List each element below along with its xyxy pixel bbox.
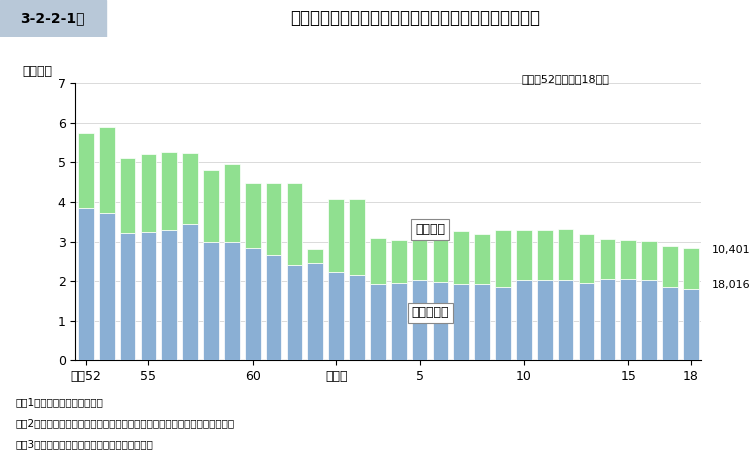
Bar xyxy=(578,234,594,283)
Bar xyxy=(0,0,106,37)
Bar xyxy=(599,239,615,279)
Bar xyxy=(578,283,594,360)
Bar xyxy=(621,279,636,360)
Bar xyxy=(287,182,302,265)
Bar xyxy=(683,248,699,289)
Bar xyxy=(641,280,657,360)
Text: 暴力団構成員等の一般刑法犯・特別法犯検挙人員の推移: 暴力団構成員等の一般刑法犯・特別法犯検挙人員の推移 xyxy=(290,10,540,27)
Bar xyxy=(683,289,699,360)
Text: 18,016: 18,016 xyxy=(712,280,750,290)
Bar xyxy=(120,233,136,360)
Bar xyxy=(265,183,281,255)
Bar xyxy=(391,283,406,360)
Bar xyxy=(349,275,365,360)
Bar xyxy=(474,234,490,284)
Bar xyxy=(78,133,93,208)
Bar xyxy=(516,280,532,360)
Bar xyxy=(245,183,261,248)
Bar xyxy=(537,230,553,280)
Bar xyxy=(120,158,136,233)
Text: 10,401: 10,401 xyxy=(712,245,750,255)
Bar xyxy=(308,263,323,360)
Y-axis label: （万人）: （万人） xyxy=(23,65,53,78)
Bar xyxy=(453,231,469,284)
Bar xyxy=(453,284,469,360)
Bar xyxy=(182,224,198,360)
Bar xyxy=(265,255,281,360)
Bar xyxy=(224,242,240,360)
Bar xyxy=(308,249,323,263)
Bar xyxy=(495,230,511,287)
Bar xyxy=(370,237,386,284)
Bar xyxy=(412,230,428,280)
Bar xyxy=(621,240,636,279)
Bar xyxy=(558,280,574,360)
Bar xyxy=(641,241,657,280)
Bar xyxy=(662,245,678,287)
Bar xyxy=(203,243,219,360)
Text: 3-2-2-1図: 3-2-2-1図 xyxy=(20,12,85,25)
Text: 3　「特別法犯」は，交通法令違反を除く。: 3 「特別法犯」は，交通法令違反を除く。 xyxy=(15,439,153,449)
Bar xyxy=(495,287,511,360)
Bar xyxy=(537,280,553,360)
Text: 注　1　警察庁の統計による。: 注 1 警察庁の統計による。 xyxy=(15,397,103,407)
Bar xyxy=(224,164,240,242)
Text: （昭和52年～平成18年）: （昭和52年～平成18年） xyxy=(522,74,609,84)
Bar xyxy=(78,208,93,360)
Bar xyxy=(328,199,344,273)
Bar xyxy=(474,284,490,360)
Bar xyxy=(433,229,449,282)
Bar xyxy=(433,282,449,360)
Bar xyxy=(140,231,156,360)
Bar xyxy=(662,287,678,360)
Bar xyxy=(370,284,386,360)
Bar xyxy=(516,230,532,280)
Text: 特別法犯: 特別法犯 xyxy=(415,223,445,236)
Bar xyxy=(558,229,574,280)
Bar xyxy=(245,248,261,360)
Bar xyxy=(412,280,428,360)
Bar xyxy=(328,273,344,360)
Text: 一般刑法犯: 一般刑法犯 xyxy=(411,306,449,319)
Text: 2　「一般刑法犯」は，道路上の交通事故に係る危険運転致死傷を除く。: 2 「一般刑法犯」は，道路上の交通事故に係る危険運転致死傷を除く。 xyxy=(15,418,234,428)
Bar xyxy=(99,127,115,213)
Bar xyxy=(161,152,177,230)
Bar xyxy=(203,170,219,243)
Bar xyxy=(599,279,615,360)
Bar xyxy=(391,240,406,283)
Bar xyxy=(287,265,302,360)
Bar xyxy=(349,199,365,275)
Bar xyxy=(140,154,156,231)
Bar xyxy=(182,153,198,224)
Bar xyxy=(99,213,115,360)
Bar xyxy=(161,230,177,360)
